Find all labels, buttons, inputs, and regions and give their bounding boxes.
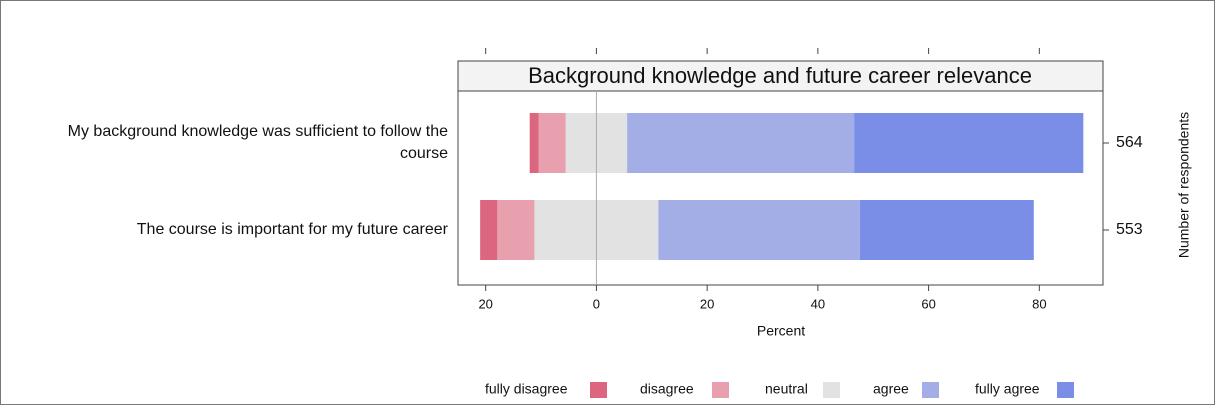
bar-segment (854, 113, 1084, 173)
legend-swatch (1057, 382, 1074, 398)
legend-swatch (712, 382, 729, 398)
y2-axis-label: Number of respondents (1176, 112, 1192, 258)
bar-segment (627, 113, 855, 173)
bar-segment (529, 113, 539, 173)
x-tick-label: 80 (1032, 296, 1046, 311)
x-tick-label: 40 (811, 296, 825, 311)
bar-segment (859, 200, 1034, 260)
x-tick-label: 20 (700, 296, 714, 311)
legend-label: fully disagree (485, 381, 568, 397)
strip (457, 60, 1104, 92)
chart-title: Background knowledge and future career r… (528, 63, 1032, 88)
legend-label: disagree (640, 381, 694, 397)
legend-swatch (823, 382, 840, 398)
x-tick-label: 0 (593, 296, 600, 311)
legend-swatch (590, 382, 607, 398)
panel (457, 90, 1104, 286)
legend-label: neutral (765, 381, 808, 397)
x-tick-label: 60 (921, 296, 935, 311)
category-label: My background knowledge was sufficient t… (67, 123, 448, 162)
x-tick-label: 20 (478, 296, 492, 311)
bar-segment (538, 113, 566, 173)
bar-segment (497, 200, 535, 260)
y2-tick-label: 564 (1116, 134, 1143, 151)
legend-swatch (922, 382, 939, 398)
legend-label: agree (873, 381, 909, 397)
bar-segment (480, 200, 498, 260)
x-axis-label: Percent (757, 323, 805, 339)
category-label: The course is important for my future ca… (136, 221, 448, 238)
bar-segment (658, 200, 860, 260)
legend-label: fully agree (975, 381, 1040, 397)
y2-tick-label: 553 (1116, 221, 1143, 238)
